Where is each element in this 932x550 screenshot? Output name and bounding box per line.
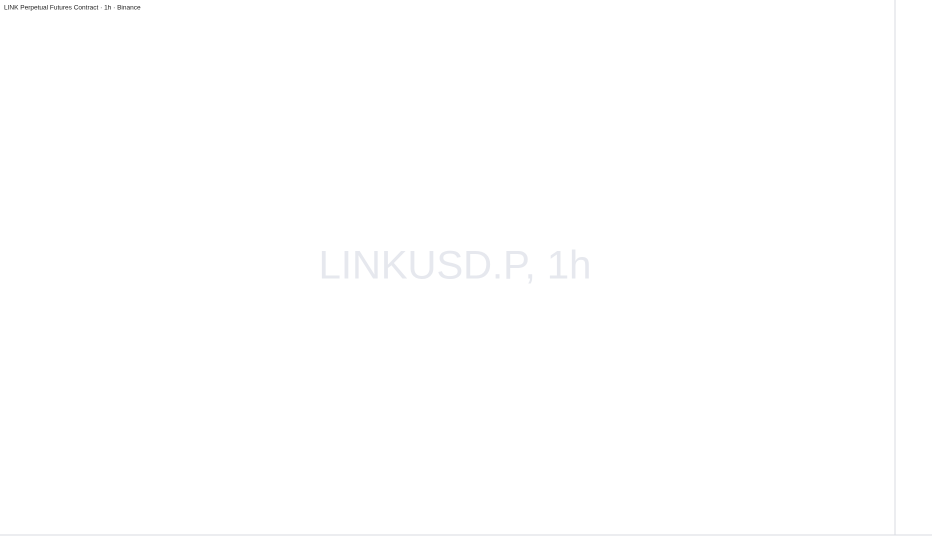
watermark: LINKUSD.P, 1h [319,244,592,288]
chart-title: LINK Perpetual Futures Contract · 1h · B… [4,5,141,12]
